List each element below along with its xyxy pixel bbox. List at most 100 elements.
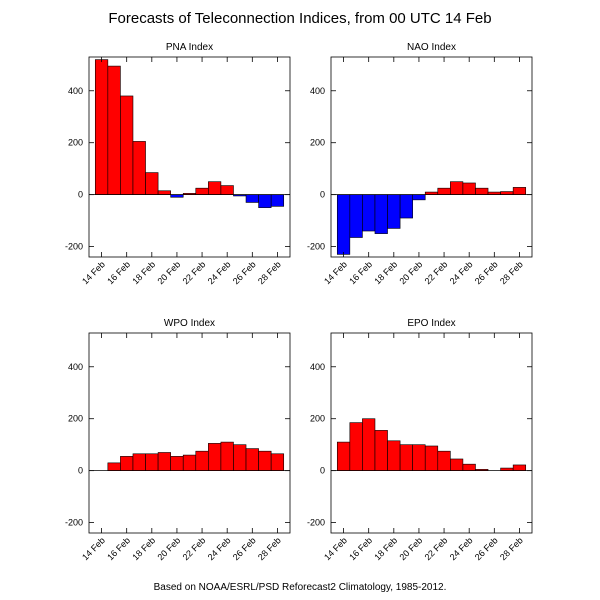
bar-4 [132,453,146,471]
bar-14 [500,191,514,195]
bar-10 [450,458,464,471]
y-tick-label: 200 [68,138,83,148]
x-tick-label: 16 Feb [105,535,132,562]
bar-15 [512,464,527,471]
plot-frame [88,56,291,258]
y-tick-label: 0 [320,190,325,200]
bar-6 [399,194,413,219]
x-tick-label: 28 Feb [498,535,525,562]
x-tick-label: 18 Feb [130,535,157,562]
bar-7 [412,444,426,471]
plot-frame [330,332,533,534]
y-tick-label: 400 [310,362,325,372]
y-tick-label: -200 [65,518,83,528]
x-tick-label: 14 Feb [322,535,349,562]
bar-8 [424,445,439,471]
bar-4 [374,430,388,471]
bar-3 [362,194,376,232]
x-tick-label: 14 Feb [322,259,349,286]
y-tick-label: 0 [320,466,325,476]
bar-13 [245,448,259,471]
x-tick-label: 28 Feb [256,535,283,562]
bar-4 [132,141,146,195]
bar-12 [233,444,247,471]
y-tick-label: 200 [310,414,325,424]
bar-8 [182,454,197,471]
x-tick-label: 20 Feb [155,259,182,286]
bar-12 [475,187,489,195]
bar-9 [195,450,209,471]
y-tick-label: 0 [78,466,83,476]
y-tick-label: -200 [307,518,325,528]
bar-2 [349,422,363,471]
bar-5 [387,194,401,229]
bar-6 [399,444,413,471]
bar-10 [450,181,464,195]
bar-11 [220,185,234,195]
bar-15 [270,453,285,471]
y-tick-label: 0 [78,190,83,200]
bar-10 [208,443,222,471]
x-tick-label: 14 Feb [80,535,107,562]
plot-frame [88,332,291,534]
x-tick-label: 22 Feb [423,259,450,286]
panel-title: WPO Index [164,318,215,329]
bar-6 [157,190,171,195]
x-tick-label: 24 Feb [448,259,475,286]
x-tick-label: 16 Feb [347,535,374,562]
x-tick-label: 16 Feb [105,259,132,286]
bar-5 [145,453,159,471]
figure-footer: Based on NOAA/ESRL/PSD Reforecast2 Clima… [153,582,447,593]
bar-14 [258,450,272,471]
x-tick-label: 28 Feb [256,259,283,286]
bar-7 [170,456,184,471]
x-tick-label: 28 Feb [498,259,525,286]
y-tick-label: -200 [307,242,325,252]
x-tick-label: 26 Feb [231,535,258,562]
bar-2 [107,462,121,471]
bar-4 [374,194,388,234]
y-tick-label: 400 [310,86,325,96]
figure-title: Forecasts of Teleconnection Indices, fro… [108,10,492,27]
bar-9 [437,450,451,471]
x-tick-label: 18 Feb [372,535,399,562]
x-tick-label: 16 Feb [347,259,374,286]
bar-3 [120,456,134,471]
bar-10 [208,181,222,195]
x-tick-label: 24 Feb [448,535,475,562]
x-tick-label: 24 Feb [206,259,233,286]
y-tick-label: -200 [65,242,83,252]
y-tick-label: 400 [68,362,83,372]
bar-6 [157,452,171,471]
bar-2 [107,65,121,195]
x-tick-label: 22 Feb [423,535,450,562]
panel-title: EPO Index [407,318,455,329]
x-tick-label: 26 Feb [473,259,500,286]
bar-11 [462,463,476,471]
y-tick-label: 400 [68,86,83,96]
bar-15 [512,187,527,195]
bar-5 [145,172,159,195]
bar-3 [120,95,134,195]
bar-9 [437,187,451,195]
x-tick-label: 18 Feb [372,259,399,286]
plot-frame [330,56,533,258]
y-tick-label: 200 [68,414,83,424]
bar-5 [387,440,401,471]
x-tick-label: 26 Feb [231,259,258,286]
bar-15 [270,194,285,207]
panel-title: NAO Index [407,42,456,53]
bar-3 [362,418,376,471]
x-tick-label: 18 Feb [130,259,157,286]
x-tick-label: 20 Feb [397,535,424,562]
x-tick-label: 20 Feb [397,259,424,286]
x-tick-label: 22 Feb [181,535,208,562]
panel-title: PNA Index [166,42,213,53]
bar-1 [336,194,351,255]
x-tick-label: 20 Feb [155,535,182,562]
